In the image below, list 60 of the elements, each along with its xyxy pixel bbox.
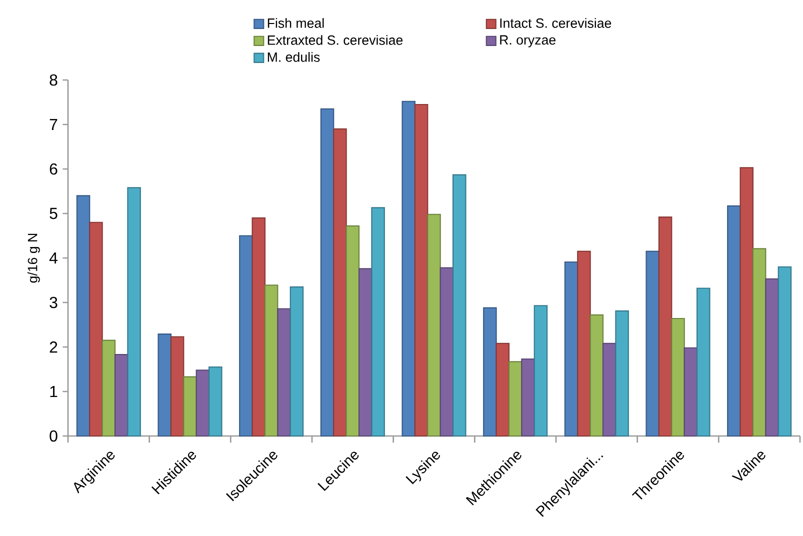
- bar: [183, 376, 197, 437]
- bar: [508, 361, 522, 437]
- bar: [320, 108, 334, 437]
- bar: [727, 205, 741, 437]
- bar: [239, 235, 253, 437]
- bar: [496, 342, 510, 437]
- bar: [264, 284, 278, 437]
- bar: [590, 314, 604, 437]
- y-tick-label: 8: [50, 74, 58, 86]
- y-tick-label: 0: [50, 430, 58, 442]
- bar: [290, 286, 304, 437]
- bar: [440, 267, 454, 437]
- y-axis-title: g/16 g N: [27, 234, 40, 283]
- bar: [778, 266, 792, 437]
- bar: [696, 288, 710, 437]
- bar: [646, 250, 660, 437]
- bar: [402, 100, 416, 437]
- bar: [752, 248, 766, 437]
- bar: [534, 305, 548, 437]
- bar: [740, 167, 754, 437]
- y-tick-label: 7: [50, 119, 58, 130]
- legend-label: Extraxted S. cerevisiae: [268, 35, 403, 45]
- bar: [658, 216, 672, 437]
- legend-label: Intact S. cerevisiae: [500, 18, 612, 28]
- bar: [208, 366, 222, 437]
- bar: [483, 307, 497, 437]
- legend-label: M. edulis: [268, 52, 320, 62]
- y-tick-label: 1: [50, 386, 58, 398]
- bar: [158, 334, 172, 437]
- bar: [615, 310, 629, 437]
- bar: [277, 308, 291, 437]
- bar: [102, 340, 116, 437]
- bar: [127, 187, 141, 437]
- bar: [89, 222, 103, 437]
- bar: [765, 278, 779, 437]
- y-tick-label: 2: [50, 341, 58, 353]
- bar: [371, 207, 385, 437]
- bar: [358, 268, 372, 437]
- y-tick-label: 6: [50, 163, 58, 175]
- bar: [671, 318, 685, 437]
- y-tick-label: 5: [50, 208, 58, 220]
- bar: [346, 225, 360, 437]
- bar: [564, 261, 578, 437]
- bar: [414, 104, 428, 437]
- legend-label: Fish meal: [268, 18, 324, 28]
- y-tick-label: 3: [50, 296, 58, 308]
- bar: [76, 195, 90, 437]
- bar: [602, 342, 616, 437]
- bar: [577, 250, 591, 437]
- bar: [684, 347, 698, 437]
- bar: [196, 370, 210, 437]
- bar: [170, 336, 184, 437]
- legend-label: R. oryzae: [500, 35, 556, 48]
- bar: [333, 128, 347, 437]
- y-tick-label: 4: [49, 252, 58, 264]
- bar: [427, 214, 441, 437]
- bar: [521, 358, 535, 437]
- bar: [452, 174, 466, 437]
- bar: [114, 354, 128, 437]
- bar: [252, 217, 266, 437]
